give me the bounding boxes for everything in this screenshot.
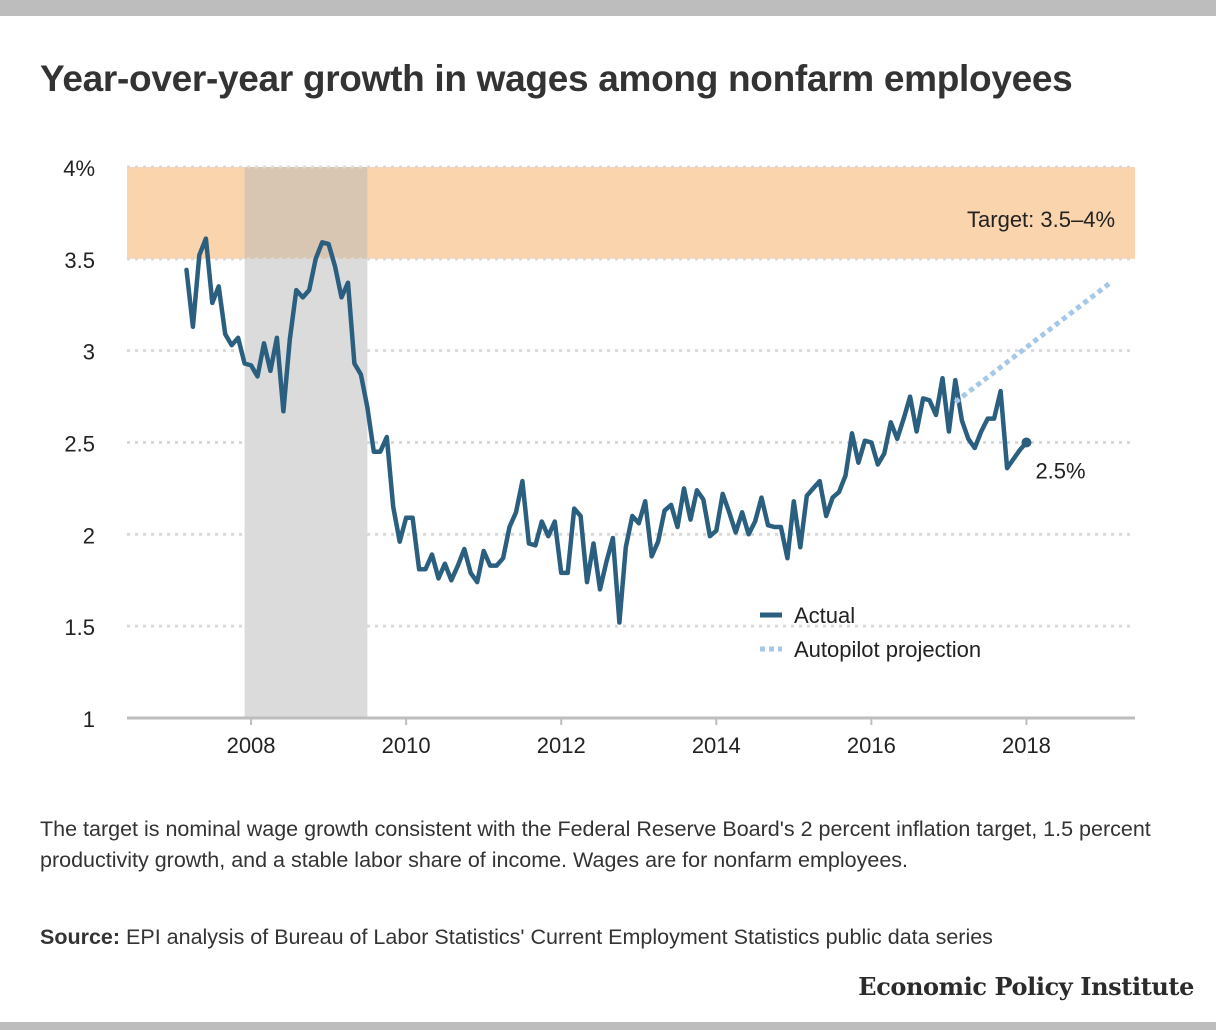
actual-end-point [1021, 437, 1032, 448]
y-tick-label: 2.5 [64, 432, 95, 457]
actual-line [184, 236, 1029, 625]
x-tick-label: 2008 [227, 733, 276, 758]
x-tick-label: 2016 [847, 733, 896, 758]
top-border-bar [0, 0, 1216, 16]
brand-logo: Economic Policy Institute [858, 972, 1194, 1001]
legend-label: Actual [794, 603, 855, 628]
y-tick-label: 1.5 [64, 615, 95, 640]
end-value-label: 2.5% [1035, 459, 1085, 484]
chart-note: The target is nominal wage growth consis… [40, 817, 1151, 872]
x-tick-label: 2012 [537, 733, 586, 758]
y-tick-label: 1 [83, 707, 95, 732]
y-tick-label: 2 [83, 523, 95, 548]
y-tick-label: 3.5 [64, 248, 95, 273]
x-tick-label: 2018 [1002, 733, 1051, 758]
y-tick-label: 4% [63, 156, 95, 181]
bottom-border-bar [0, 1022, 1216, 1030]
y-tick-label: 3 [83, 340, 95, 365]
source-label: Source: [40, 925, 121, 949]
legend-label: Autopilot projection [794, 637, 981, 662]
x-tick-label: 2014 [692, 733, 741, 758]
projection-line [953, 280, 1112, 405]
line-chart: 4%3.532.521.51 2008 2010 2012 2014 2016 2018 … [63, 156, 1135, 758]
target-band-label: Target: 3.5–4% [967, 207, 1115, 232]
x-tick-label: 2010 [382, 733, 431, 758]
chart-title: Year-over-year growth in wages among non… [40, 58, 1073, 99]
source-line: Source: EPI analysis of Bureau of Labor … [40, 922, 1190, 953]
source-text: EPI analysis of Bureau of Labor Statisti… [120, 925, 993, 949]
